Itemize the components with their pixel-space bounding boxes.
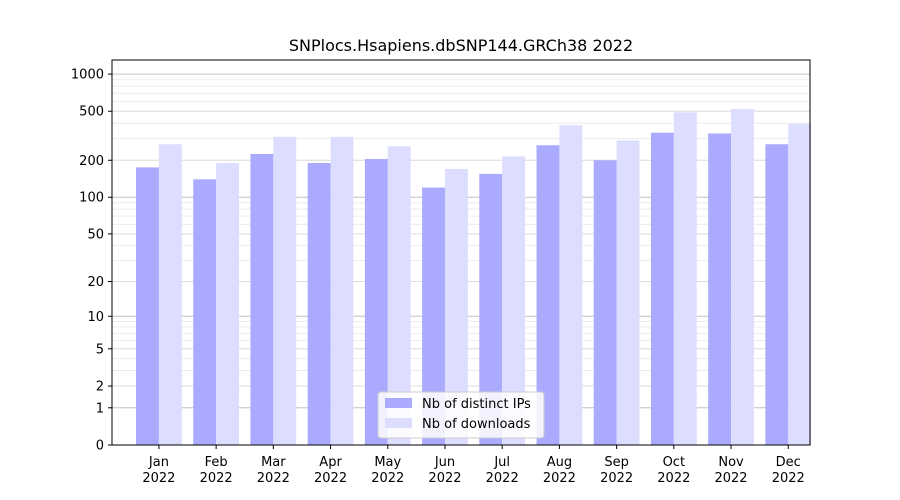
bar-distinct-ips [593,160,617,445]
bar-distinct-ips [307,163,331,446]
x-tick-label: Feb 2022 [200,455,233,486]
y-tick-label: 20 [87,275,104,290]
legend-label: Nb of distinct IPs [422,397,531,412]
bars [136,109,812,446]
y-tick-label: 1 [96,401,104,416]
bar-downloads [216,163,240,446]
legend-swatch [385,398,412,408]
y-tick-label: 1000 [71,68,104,83]
legend-swatch [385,418,412,428]
x-tick-label: Nov 2022 [714,455,747,486]
bar-downloads [502,156,526,446]
bar-downloads [731,109,754,445]
bar-distinct-ips [765,144,789,446]
x-tick-label: Jul 2022 [486,455,519,486]
y-tick-label: 0 [96,439,104,454]
x-tick-label: Oct 2022 [657,455,690,486]
bar-distinct-ips [479,173,503,445]
y-axis: 0 1 2 5 10 20 50 100 200 500 1000 [71,68,112,454]
x-axis: Jan 2022 Feb 2022 Mar 2022 Apr 2022 May 2022 Jun 20… [142,445,805,486]
bar-distinct-ips [422,187,445,446]
y-tick-label: 100 [79,191,104,206]
x-tick-label: Sep 2022 [600,455,633,486]
bar-downloads [559,125,583,446]
chart-title: SNPlocs.Hsapiens.dbSNP144.GRCh38 2022 [289,36,633,55]
bar-distinct-ips [136,167,159,445]
x-tick-label: Dec 2022 [772,455,805,486]
plot-frame [111,59,811,446]
bar-downloads [158,144,182,446]
y-tick-label: 200 [79,154,104,169]
bar-downloads [444,168,468,445]
x-tick-label: Jun 2022 [428,455,461,486]
bar-downloads [330,136,354,445]
x-tick-label: Jan 2022 [142,455,175,486]
bar-downloads [673,112,697,446]
bar-distinct-ips [650,132,674,446]
bar-distinct-ips [708,133,732,445]
y-tick-label: 10 [87,310,104,325]
bar-distinct-ips [536,145,560,445]
y-tick-label: 500 [79,105,104,120]
bar-distinct-ips [250,153,274,445]
bar-downloads [273,136,297,445]
y-tick-label: 5 [96,342,104,357]
y-tick-label: 2 [96,380,104,395]
bar-downloads [387,146,411,445]
y-tick-label: 50 [87,227,104,242]
x-tick-label: Apr 2022 [314,455,347,486]
bar-distinct-ips [193,179,217,445]
legend-label: Nb of downloads [422,417,531,432]
legend-box [377,391,545,439]
bar-distinct-ips [364,158,388,445]
x-tick-label: Mar 2022 [257,455,290,486]
bar-downloads [616,140,640,445]
bar-downloads [788,123,812,445]
x-tick-label: Aug 2022 [543,455,576,486]
x-tick-label: May 2022 [371,455,404,486]
legend: Nb of distinct IPs Nb of downloads [377,391,545,439]
